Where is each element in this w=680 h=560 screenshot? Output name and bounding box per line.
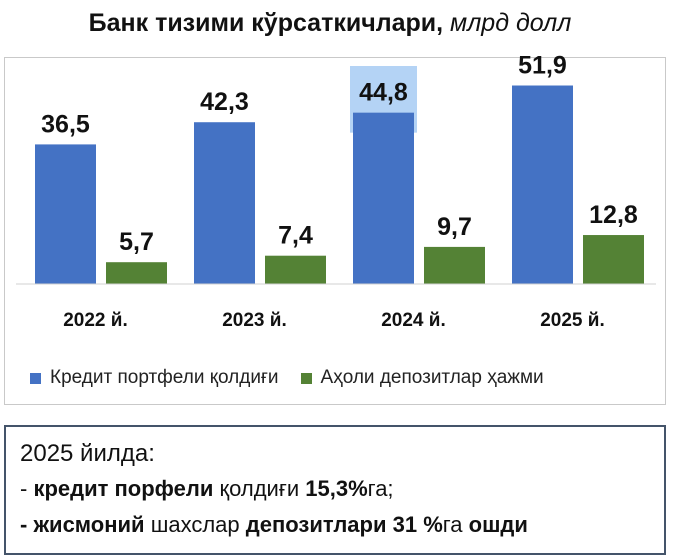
legend-item-deposits: Аҳоли депозитлар ҳажми: [300, 367, 544, 389]
bar-credit-2022: [35, 144, 96, 284]
bar-chart: 36,5 5,7 2022 й. 42,3 7,4 2023 й. 44,8 9,7 2024 …: [16, 52, 656, 331]
note-line2-bold3: ошди: [468, 512, 528, 537]
data-label-deposits-2023: 7,4: [278, 222, 313, 250]
legend-swatch-deposits: [300, 372, 312, 384]
note-line2-bold1: жисмоний: [33, 512, 145, 537]
bar-deposits-2022: [106, 262, 167, 284]
chart-title: Банк тизими кўрсаткичлари, млрд долл: [0, 6, 660, 40]
bar-credit-2025: [512, 85, 573, 284]
chart-title-main: Банк тизими кўрсаткичлари,: [88, 9, 444, 37]
bar-deposits-2023: [265, 255, 326, 284]
x-tick-label-2023: 2023 й.: [222, 310, 287, 331]
x-tick-label-2024: 2024 й.: [381, 310, 446, 331]
summary-note-box: 2025 йилда: - кредит порфели қолдиғи 15,…: [4, 425, 666, 555]
note-line2-normal2: га: [442, 512, 469, 537]
data-label-credit-2023: 42,3: [200, 88, 249, 116]
data-label-deposits-2024: 9,7: [437, 213, 472, 241]
chart-title-unit: млрд долл: [443, 9, 572, 37]
data-label-credit-2022: 36,5: [41, 110, 90, 138]
data-label-deposits-2022: 5,7: [119, 228, 154, 256]
bar-deposits-2024: [424, 246, 485, 284]
note-line-credit: - кредит порфели қолдиғи 15,3%га;: [20, 471, 650, 507]
note-line1-bold2: 15,3%: [305, 476, 368, 501]
note-line2-prefix: -: [20, 512, 34, 537]
legend-item-credit: Кредит портфели қолдиғи: [30, 367, 279, 389]
note-line1-prefix: -: [20, 476, 34, 501]
bar-credit-2024: [353, 112, 414, 284]
data-label-credit-2025: 51,9: [518, 52, 567, 80]
note-heading: 2025 йилда:: [20, 440, 155, 467]
note-line1-bold1: кредит порфели: [33, 476, 214, 501]
note-line1-normal1: қолдиғи: [213, 476, 306, 501]
note-line1-normal2: га;: [367, 476, 394, 501]
note-line-deposits: - жисмоний шахслар депозитлари 31 %га ош…: [20, 507, 650, 543]
chart-legend: Кредит портфели қолдиғи Аҳоли депозитлар…: [30, 364, 670, 392]
legend-label-credit: Кредит портфели қолдиғи: [50, 367, 279, 388]
x-tick-label-2022: 2022 й.: [63, 310, 128, 331]
legend-swatch-credit: [30, 372, 41, 384]
data-label-deposits-2025: 12,8: [589, 201, 638, 229]
bar-credit-2023: [194, 122, 255, 284]
legend-label-deposits: Аҳоли депозитлар ҳажми: [320, 367, 544, 388]
chart-frame: [4, 57, 666, 405]
bar-deposits-2025: [583, 235, 644, 284]
note-line2-normal1: шахслар: [144, 512, 246, 537]
note-line2-bold2: депозитлари 31 %: [245, 512, 443, 537]
x-tick-label-2025: 2025 й.: [540, 310, 605, 331]
data-label-credit-2024: 44,8: [359, 79, 408, 107]
